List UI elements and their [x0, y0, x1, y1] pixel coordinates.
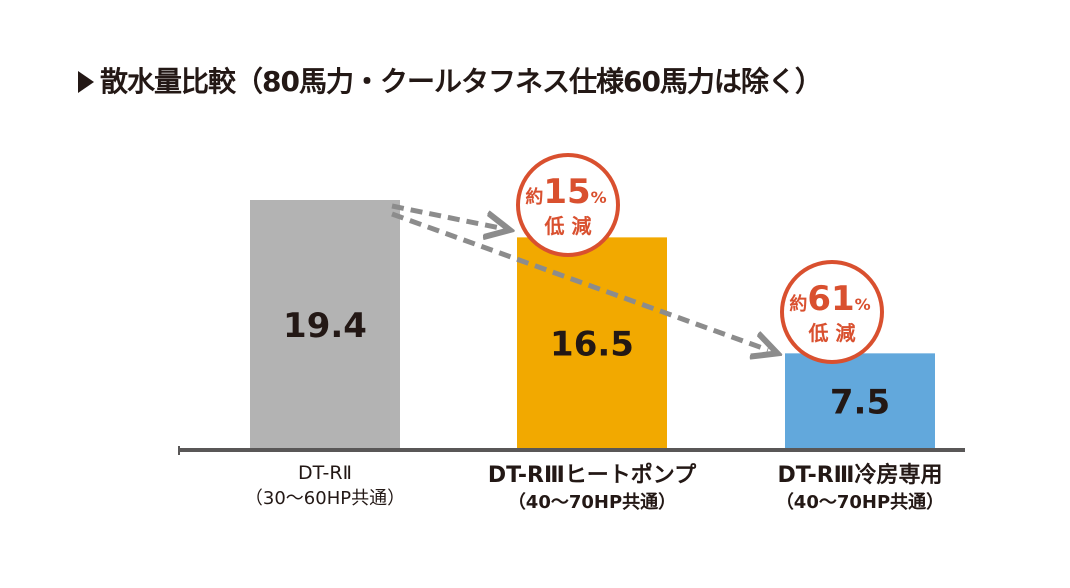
value-label: 7.5 [830, 383, 890, 423]
category-sub: （40〜70HP共通） [775, 491, 945, 513]
reduction-badge [780, 260, 884, 364]
arrow-to-cooling [391, 211, 768, 350]
reduction-text: 低 減 [544, 214, 592, 238]
arrow-to-heatpump [391, 203, 500, 228]
value-label: 19.4 [283, 306, 367, 346]
triangle-icon [78, 71, 94, 93]
category-sub: （40〜70HP共通） [507, 491, 677, 513]
chart-title: 散水量比較（80馬力・クールタフネス仕様60馬力は除く） [78, 60, 823, 100]
category-label: DT-RⅢ冷房専用 （40〜70HP共通） [730, 462, 990, 514]
category-sub: （30〜60HP共通） [244, 487, 406, 509]
reduction-text: 低 減 [808, 321, 856, 345]
bar [785, 353, 935, 450]
reduction-percent: 約15% [525, 172, 606, 212]
category-label: DT-RⅢヒートポンプ （40〜70HP共通） [462, 462, 722, 514]
chart-title-text: 散水量比較（80馬力・クールタフネス仕様60馬力は除く） [100, 65, 823, 98]
category-name: DT-RⅡ [298, 462, 352, 484]
category-name: DT-RⅢ冷房専用 [777, 463, 943, 488]
bar [250, 200, 400, 450]
reduction-percent: 約61% [789, 279, 870, 319]
reduction-badge [516, 153, 620, 257]
category-label: DT-RⅡ （30〜60HP共通） [195, 462, 455, 510]
category-name: DT-RⅢヒートポンプ [487, 463, 697, 488]
bar [517, 237, 667, 450]
value-label: 16.5 [550, 325, 634, 365]
